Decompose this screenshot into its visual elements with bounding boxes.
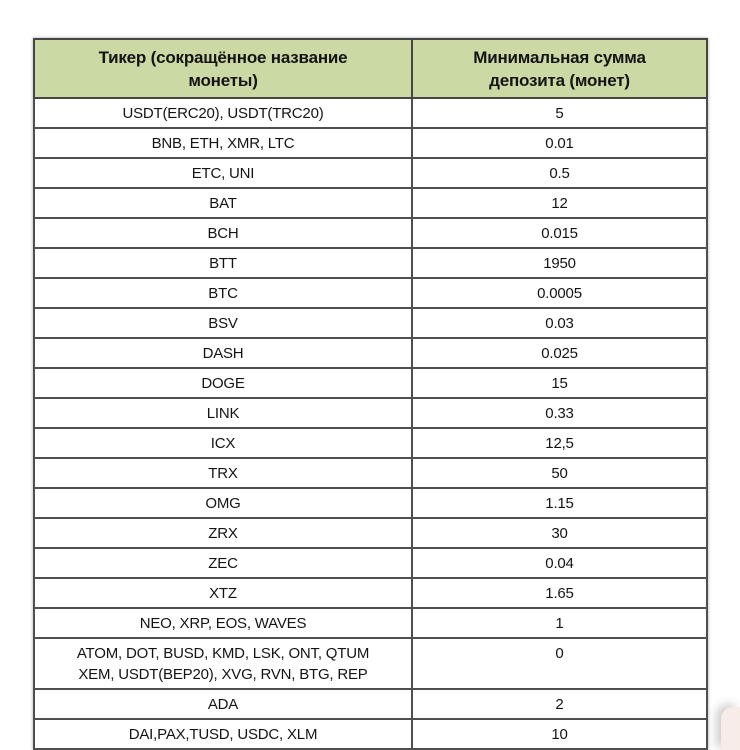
table-row: ZEC 0.04 (33, 547, 708, 579)
table-row: USDT(ERC20), USDT(TRC20) 5 (33, 97, 708, 129)
table-row: DASH 0.025 (33, 337, 708, 369)
table-row: ICX 12,5 (33, 427, 708, 459)
ticker-cell: ZRX (33, 517, 413, 549)
table-row: OMG 1.15 (33, 487, 708, 519)
amount-cell: 1950 (411, 247, 708, 279)
table-row: XTZ 1.65 (33, 577, 708, 609)
ticker-cell: TRX (33, 457, 413, 489)
ticker-cell: USDT(ERC20), USDT(TRC20) (33, 97, 413, 129)
ticker-cell: BTC (33, 277, 413, 309)
min-deposit-table: Тикер (сокращённое название монеты) Мини… (33, 38, 708, 750)
amount-cell: 2 (411, 688, 708, 720)
table-row: LINK 0.33 (33, 397, 708, 429)
ticker-cell: OMG (33, 487, 413, 519)
ticker-column-header: Тикер (сокращённое название монеты) (33, 38, 413, 99)
ticker-cell: NEO, XRP, EOS, WAVES (33, 607, 413, 639)
amount-cell: 0.0005 (411, 277, 708, 309)
table-row: NEO, XRP, EOS, WAVES 1 (33, 607, 708, 639)
amount-cell: 0.015 (411, 217, 708, 249)
table-header: Тикер (сокращённое название монеты) Мини… (33, 38, 708, 99)
ticker-cell: LINK (33, 397, 413, 429)
amount-cell: 12 (411, 187, 708, 219)
table-row: BCH 0.015 (33, 217, 708, 249)
ticker-cell: DOGE (33, 367, 413, 399)
corner-overlay (721, 707, 740, 750)
ticker-cell: ADA (33, 688, 413, 720)
table-row: ATOM, DOT, BUSD, KMD, LSK, ONT, QTUM XEM… (33, 637, 708, 690)
table-row: BNB, ETH, XMR, LTC 0.01 (33, 127, 708, 159)
amount-cell: 12,5 (411, 427, 708, 459)
amount-cell: 1 (411, 607, 708, 639)
ticker-cell: ICX (33, 427, 413, 459)
header-row: Тикер (сокращённое название монеты) Мини… (33, 38, 708, 99)
amount-cell: 30 (411, 517, 708, 549)
amount-cell: 50 (411, 457, 708, 489)
table-row: ADA 2 (33, 688, 708, 720)
table-row: TRX 50 (33, 457, 708, 489)
amount-cell: 0.03 (411, 307, 708, 339)
ticker-cell: BTT (33, 247, 413, 279)
ticker-cell: BNB, ETH, XMR, LTC (33, 127, 413, 159)
amount-cell: 5 (411, 97, 708, 129)
table-row: BAT 12 (33, 187, 708, 219)
table-body: USDT(ERC20), USDT(TRC20) 5 BNB, ETH, XMR… (33, 97, 708, 750)
amount-cell: 1.65 (411, 577, 708, 609)
ticker-cell: DASH (33, 337, 413, 369)
amount-cell: 0 (411, 637, 708, 690)
deposit-table-container: Тикер (сокращённое название монеты) Мини… (33, 38, 708, 750)
amount-cell: 10 (411, 718, 708, 750)
amount-cell: 0.01 (411, 127, 708, 159)
table-row: BSV 0.03 (33, 307, 708, 339)
table-row: DAI,PAX,TUSD, USDC, XLM 10 (33, 718, 708, 750)
ticker-cell: XTZ (33, 577, 413, 609)
ticker-cell: BSV (33, 307, 413, 339)
table-row: ETC, UNI 0.5 (33, 157, 708, 189)
ticker-cell: ATOM, DOT, BUSD, KMD, LSK, ONT, QTUM XEM… (33, 637, 413, 690)
table-row: BTT 1950 (33, 247, 708, 279)
ticker-cell: DAI,PAX,TUSD, USDC, XLM (33, 718, 413, 750)
ticker-cell: BCH (33, 217, 413, 249)
amount-cell: 15 (411, 367, 708, 399)
ticker-cell: ETC, UNI (33, 157, 413, 189)
amount-cell: 0.025 (411, 337, 708, 369)
amount-cell: 0.5 (411, 157, 708, 189)
ticker-cell: BAT (33, 187, 413, 219)
table-row: ZRX 30 (33, 517, 708, 549)
amount-column-header: Минимальная сумма депозита (монет) (411, 38, 708, 99)
table-row: BTC 0.0005 (33, 277, 708, 309)
amount-cell: 0.33 (411, 397, 708, 429)
ticker-cell: ZEC (33, 547, 413, 579)
amount-cell: 0.04 (411, 547, 708, 579)
amount-cell: 1.15 (411, 487, 708, 519)
table-row: DOGE 15 (33, 367, 708, 399)
